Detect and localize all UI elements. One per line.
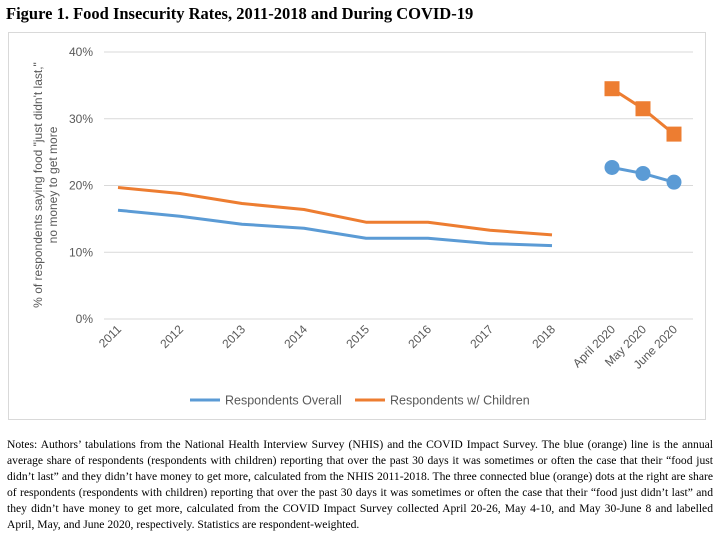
data-point-square <box>604 81 620 97</box>
y-tick-label: 0% <box>76 312 94 326</box>
x-tick-label: 2018 <box>529 322 558 351</box>
x-tick-label: 2011 <box>96 322 124 350</box>
x-tick-label: 2012 <box>157 322 186 351</box>
y-tick-label: 10% <box>69 245 93 259</box>
legend-label: Respondents w/ Children <box>390 394 530 408</box>
x-tick-label: 2016 <box>405 322 434 351</box>
chart-frame <box>8 32 706 420</box>
data-point-square <box>635 101 651 117</box>
line-chart: 0% 10% 20% 30% 40% 2011 2012 2013 2014 2015 2016 20… <box>31 45 693 408</box>
series-line-annual <box>117 208 553 248</box>
y-tick-label: 30% <box>69 112 93 126</box>
figure-title: Figure 1. Food Insecurity Rates, 2011-20… <box>6 4 474 23</box>
x-tick-label: 2014 <box>281 322 310 351</box>
x-tick-label: 2017 <box>467 322 496 351</box>
x-tick-label: 2013 <box>219 322 248 351</box>
series-line-annual <box>117 186 553 237</box>
y-axis-label: % of respondents saying food "just didn'… <box>31 62 60 308</box>
data-point-circle <box>666 174 682 190</box>
data-point-circle <box>635 165 651 181</box>
legend-label: Respondents Overall <box>225 394 342 408</box>
data-point-square <box>666 126 682 142</box>
data-point-circle <box>604 159 620 175</box>
y-tick-label: 40% <box>69 45 93 59</box>
y-tick-label: 20% <box>69 179 93 193</box>
figure-notes: Notes: Authors’ tabulations from the Nat… <box>7 438 713 531</box>
x-tick-label: 2015 <box>343 322 372 351</box>
